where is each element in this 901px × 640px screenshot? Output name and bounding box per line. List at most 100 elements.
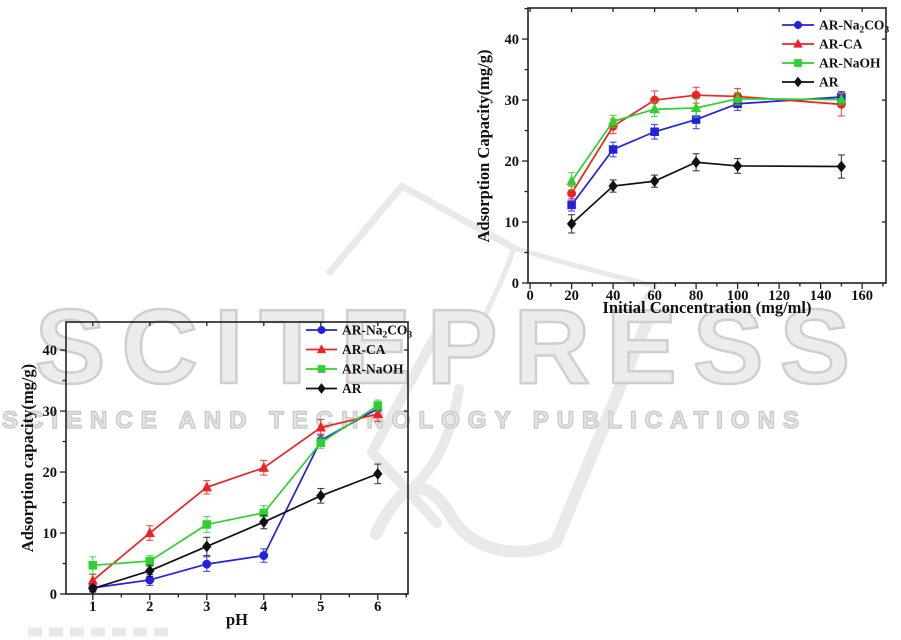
data-point-marker-triangle (258, 461, 270, 472)
x-tick-label: 6 (374, 599, 381, 615)
data-point-marker-triangle (836, 93, 847, 104)
data-point-marker-diamond (566, 217, 577, 230)
series-ar-na2co3 (567, 90, 846, 212)
data-point-marker-square (145, 556, 155, 566)
y-tick-label: 10 (505, 215, 520, 231)
x-tick-label: 4 (260, 599, 267, 615)
data-point-marker-circle (691, 90, 701, 100)
legend-label: AR-Na2CO3 (819, 18, 889, 36)
data-point-marker-square (373, 401, 383, 410)
data-point-marker-circle (259, 551, 269, 561)
watermark-polyline (326, 182, 518, 276)
y-axis-title: Adsorption capacity(mg/g) (18, 364, 37, 552)
legend-label: AR (342, 381, 362, 396)
data-point-marker-diamond (649, 175, 660, 188)
data-point-marker-triangle (793, 38, 803, 48)
data-point-marker-diamond (202, 540, 212, 553)
data-point-marker-triangle (316, 344, 327, 354)
data-point-marker-diamond (145, 564, 155, 577)
data-point-marker-square (794, 59, 802, 67)
data-point-marker-square (202, 520, 212, 529)
y-tick-label: 30 (43, 404, 58, 420)
legend-label: AR-CA (819, 37, 863, 52)
series-ar-ca (567, 86, 846, 202)
series-ar-na2co3 (88, 401, 383, 593)
plot-frame (65, 321, 409, 595)
data-point-marker-triangle (566, 175, 577, 186)
series-line (92, 407, 379, 589)
data-point-marker-triangle (144, 527, 156, 538)
data-point-marker-diamond (732, 159, 743, 172)
data-point-marker-triangle (315, 421, 327, 432)
data-point-marker-circle (567, 188, 577, 198)
legend-label: AR-CA (342, 342, 386, 357)
data-point-marker-triangle (607, 115, 619, 126)
data-point-marker-circle (793, 20, 803, 30)
y-tick-label: 20 (43, 465, 58, 481)
data-point-marker-circle (317, 325, 326, 335)
y-tick-label: 40 (505, 32, 520, 48)
x-tick-label: 20 (564, 288, 579, 304)
y-tick-label: 10 (43, 526, 58, 542)
data-point-marker-square (650, 127, 659, 137)
watermark-polyline (367, 328, 442, 528)
data-point-marker-triangle (690, 102, 702, 113)
series-line (92, 473, 379, 590)
watermark-tagline-text: SCIENCE AND TECHNOLOGY PUBLICATIONS (1, 407, 807, 434)
data-point-marker-diamond (608, 180, 618, 193)
series-ar (88, 463, 383, 595)
watermark-scitepress-text: SCITEPRESS (33, 288, 867, 406)
y-tick-label: 0 (50, 587, 57, 603)
data-point-marker-square (316, 438, 326, 448)
data-point-marker-square (567, 200, 576, 210)
data-point-marker-diamond (317, 383, 326, 394)
data-point-marker-diamond (316, 489, 326, 502)
x-tick-label: 120 (768, 288, 790, 304)
x-tick-label: 140 (810, 288, 832, 304)
series-line (570, 96, 842, 206)
x-axis-title: Initial Concentration (mg/ml) (603, 298, 812, 317)
x-tick-label: 2 (146, 599, 153, 615)
legend-label: AR-NaOH (342, 362, 404, 377)
data-point-marker-diamond (836, 160, 847, 173)
x-tick-label: 1 (89, 599, 96, 615)
data-point-marker-diamond (793, 76, 803, 88)
y-axis-title: Adsorption Capacity(mg/g) (474, 50, 493, 243)
series-line (92, 413, 378, 582)
x-tick-label: 100 (727, 288, 749, 304)
data-point-marker-square (88, 561, 98, 570)
legend-label: AR (819, 75, 839, 90)
series-line (570, 94, 842, 194)
chart-adsorption-vs-ph: 1 2 3 4 5 6 0 10 20 30 40 pH Adsorption capacity(mg/… (18, 321, 412, 629)
series-ar-naoh (566, 92, 847, 191)
series-line (571, 161, 842, 225)
data-point-marker-circle (145, 575, 155, 585)
series-line (570, 98, 842, 182)
legend-label: AR-NaOH (819, 56, 881, 71)
y-tick-label: 20 (505, 154, 520, 170)
series-ar (566, 153, 847, 234)
data-point-marker-diamond (259, 516, 269, 529)
y-tick-label: 40 (43, 343, 58, 359)
data-point-marker-triangle (372, 408, 384, 419)
data-point-marker-diamond (691, 156, 701, 169)
x-axis-title: pH (226, 610, 248, 629)
x-tick-label: 3 (203, 599, 210, 615)
data-point-marker-square (317, 365, 326, 373)
y-tick-label: 30 (505, 93, 520, 109)
y-tick-label: 0 (512, 276, 519, 292)
x-tick-label: 5 (317, 599, 324, 615)
watermark-polyline (478, 245, 517, 328)
series-line (92, 404, 379, 567)
watermark-polyline (511, 245, 658, 323)
data-point-marker-diamond (373, 467, 383, 480)
watermark-polyline (370, 311, 655, 558)
legend-label: AR-Na2CO3 (342, 323, 412, 341)
data-point-marker-square (608, 145, 618, 154)
x-tick-label: 40 (606, 288, 621, 304)
